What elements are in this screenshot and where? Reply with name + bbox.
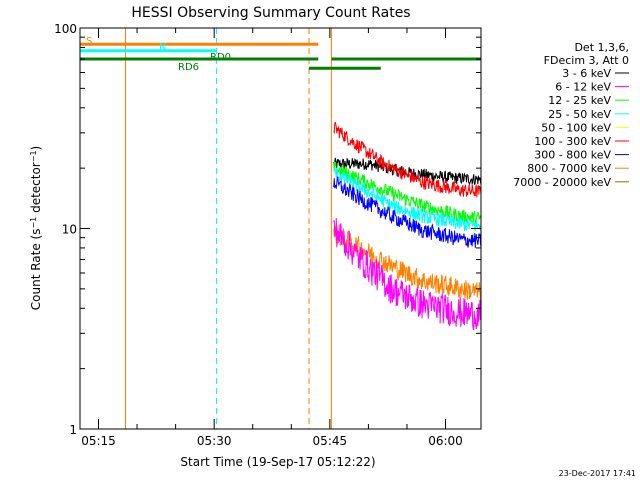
legend-label: 300 - 800 keV — [534, 149, 611, 162]
legend-label: 6 - 12 keV — [555, 81, 611, 94]
series-line — [333, 167, 481, 232]
x-tick-label: 06:00 — [428, 434, 463, 448]
chart-title: HESSI Observing Summary Count Rates — [131, 5, 410, 21]
flag-label: N — [159, 42, 166, 53]
legend-header: FDecim 3, Att 0 — [544, 54, 629, 67]
legend-label: 25 - 50 keV — [548, 108, 611, 121]
y-tick-label: 100 — [54, 22, 77, 36]
legend-label: 800 - 7000 keV — [527, 162, 611, 175]
series-line — [333, 218, 481, 331]
series-line — [333, 161, 481, 225]
footer-date: 23-Dec-2017 17:41 — [559, 469, 636, 478]
plot-area: S N RD0 RD6 — [80, 28, 481, 429]
x-tick-label: 05:45 — [313, 434, 348, 448]
legend-label: 100 - 300 keV — [534, 135, 611, 148]
x-tick-label: 05:15 — [81, 434, 116, 448]
x-axis-label: Start Time (19-Sep-17 05:12:22) — [180, 455, 375, 469]
series-line — [333, 121, 481, 198]
y-axis-label: Count Rate (s−1 detector−1) — [29, 146, 44, 310]
legend-label: 7000 - 20000 keV — [513, 176, 611, 189]
series-line — [333, 225, 481, 302]
legend-label: 12 - 25 keV — [548, 94, 611, 107]
series-line — [333, 175, 481, 248]
plot-frame — [79, 27, 482, 430]
flag-label: RD6 — [178, 62, 199, 73]
legend-header: Det 1,3,6, — [574, 41, 629, 54]
legend-label: 50 - 100 keV — [541, 121, 611, 134]
legend-label: 3 - 6 keV — [562, 67, 611, 80]
flag-label: S — [86, 36, 92, 47]
y-tick-label: 10 — [62, 223, 77, 237]
flag-label: RD0 — [210, 52, 231, 63]
y-tick-label: 1 — [69, 423, 77, 437]
x-tick-label: 05:30 — [197, 434, 232, 448]
